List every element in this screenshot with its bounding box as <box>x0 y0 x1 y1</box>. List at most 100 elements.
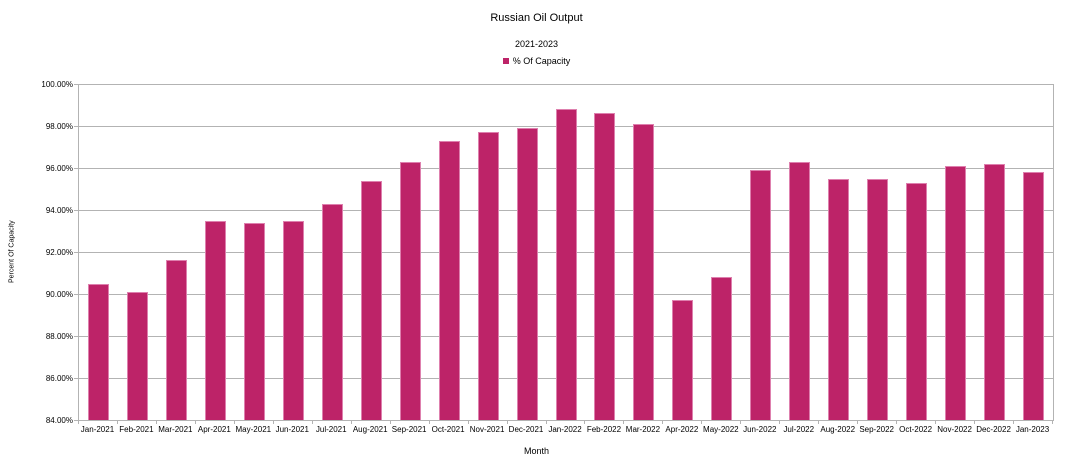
y-tick-mark <box>74 84 78 85</box>
x-tick-mark <box>428 421 430 424</box>
x-tick-mark <box>233 421 235 424</box>
chart-subtitle: 2021-2023 <box>514 39 559 49</box>
y-tick-label: 96.00% <box>45 163 73 173</box>
bar-Feb-2022 <box>594 113 616 420</box>
x-tick-mark <box>545 421 547 424</box>
x-tick-mark <box>155 421 157 424</box>
x-tick-mark <box>701 421 703 424</box>
bar-Oct-2022 <box>906 182 928 420</box>
bar-Nov-2021 <box>477 132 499 420</box>
x-tick-mark <box>896 421 898 424</box>
x-tick-label: Apr-2021 <box>197 425 231 434</box>
x-tick-label: Nov-2022 <box>937 425 972 434</box>
bar-Mar-2022 <box>633 123 655 420</box>
x-tick-mark <box>389 421 391 424</box>
x-tick-mark <box>506 421 508 424</box>
x-tick-label: Feb-2021 <box>119 425 154 434</box>
x-tick-mark <box>78 421 79 424</box>
y-tick-label: 100.00% <box>41 79 73 89</box>
y-tick-label: 84.00% <box>45 415 73 425</box>
x-tick-label: Oct-2022 <box>899 425 933 434</box>
x-tick-mark <box>779 421 781 424</box>
bar-Sep-2022 <box>867 178 889 420</box>
x-tick-mark <box>662 421 664 424</box>
x-tick-mark <box>194 421 196 424</box>
y-tick-mark <box>74 252 78 253</box>
bar-Aug-2022 <box>828 178 850 420</box>
bar-Dec-2021 <box>516 128 538 420</box>
x-tick-mark <box>350 421 352 424</box>
x-axis-title: Month <box>523 446 549 456</box>
gridline-100 <box>79 84 1053 85</box>
bar-Feb-2021 <box>126 291 148 420</box>
x-tick-mark <box>818 421 820 424</box>
y-tick-mark <box>74 336 78 337</box>
x-tick-label: Nov-2021 <box>469 425 505 434</box>
y-tick-mark <box>74 420 78 421</box>
bar-Jan-2021 <box>87 283 109 420</box>
x-tick-mark <box>272 421 274 424</box>
y-tick-label: 88.00% <box>45 331 73 341</box>
legend-swatch-icon <box>502 58 509 64</box>
x-tick-mark <box>1052 421 1053 424</box>
y-tick-mark <box>74 378 78 379</box>
x-tick-label: Sep-2022 <box>859 425 895 434</box>
y-tick-label: 94.00% <box>45 205 73 215</box>
x-tick-label: Feb-2022 <box>586 425 622 434</box>
y-tick-label: 90.00% <box>45 289 73 299</box>
y-tick-mark <box>74 168 78 169</box>
bar-Jul-2022 <box>789 161 811 420</box>
bar-Jun-2021 <box>282 220 304 420</box>
x-tick-label: Mar-2021 <box>158 425 193 434</box>
x-tick-label: May-2022 <box>703 425 739 434</box>
x-tick-mark <box>857 421 859 424</box>
bar-Sep-2021 <box>399 161 421 420</box>
y-tick-label: 98.00% <box>45 121 73 131</box>
x-tick-label: Sep-2021 <box>391 425 427 434</box>
legend: % Of Capacity <box>0 56 1073 66</box>
x-tick-label: Jun-2022 <box>743 425 777 434</box>
x-tick-mark <box>311 421 313 424</box>
x-tick-mark <box>467 421 469 424</box>
x-tick-label: Oct-2021 <box>431 425 465 434</box>
x-tick-mark <box>623 421 625 424</box>
y-tick-label: 92.00% <box>45 247 73 257</box>
bar-Apr-2021 <box>204 220 226 420</box>
x-tick-label: Jul-2021 <box>315 425 347 434</box>
bar-Jan-2022 <box>555 109 577 420</box>
x-tick-label: Jul-2022 <box>783 425 815 434</box>
x-tick-label: Dec-2021 <box>508 425 544 434</box>
bar-Jan-2023 <box>1023 172 1045 420</box>
x-tick-label: Jun-2021 <box>275 425 309 434</box>
plot-area <box>78 84 1054 421</box>
x-tick-mark <box>1013 421 1015 424</box>
bar-May-2021 <box>243 222 265 420</box>
x-tick-label: Jan-2023 <box>1015 425 1050 434</box>
bar-Nov-2022 <box>945 165 967 420</box>
x-tick-mark <box>740 421 742 424</box>
bar-Dec-2022 <box>984 163 1006 420</box>
bar-Aug-2021 <box>360 180 382 420</box>
bar-Jun-2022 <box>750 170 772 420</box>
y-tick-mark <box>74 210 78 211</box>
y-tick-label: 86.00% <box>45 373 73 383</box>
bar-Oct-2021 <box>438 140 460 420</box>
y-tick-mark <box>74 294 78 295</box>
x-tick-label: May-2021 <box>235 425 272 434</box>
bar-Jul-2021 <box>321 203 343 420</box>
x-tick-label: Aug-2022 <box>820 425 856 434</box>
x-tick-label: Aug-2021 <box>352 425 388 434</box>
bar-Apr-2022 <box>672 300 694 420</box>
legend-label: % Of Capacity <box>512 56 571 66</box>
y-tick-mark <box>74 126 78 127</box>
x-tick-mark <box>584 421 586 424</box>
x-tick-label: Jan-2022 <box>548 425 582 434</box>
x-tick-label: Mar-2022 <box>625 425 661 434</box>
x-tick-mark <box>116 421 118 424</box>
chart-title: Russian Oil Output <box>490 12 583 24</box>
bar-Mar-2021 <box>165 260 187 420</box>
x-tick-label: Jan-2021 <box>80 425 115 434</box>
bar-May-2022 <box>711 277 733 420</box>
x-tick-mark <box>974 421 976 424</box>
